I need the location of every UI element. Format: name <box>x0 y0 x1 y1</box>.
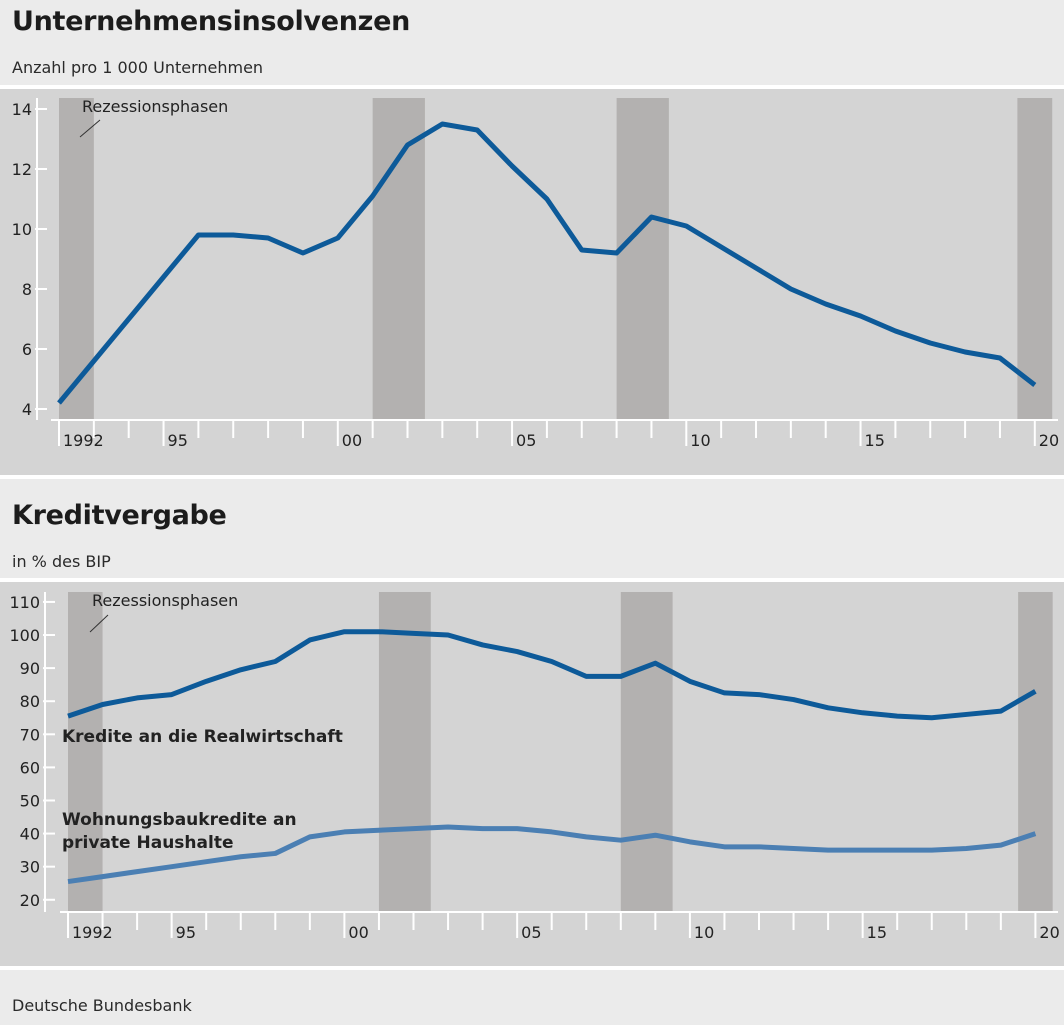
y-tick-label: 60 <box>20 758 40 777</box>
y-tick-label: 50 <box>20 791 40 810</box>
x-tick-label: 15 <box>867 923 887 942</box>
y-tick-label: 100 <box>9 626 40 645</box>
series-label: Wohnungsbaukredite an <box>62 810 297 830</box>
x-tick-label: 00 <box>348 923 368 942</box>
x-tick-label: 05 <box>521 923 541 942</box>
x-tick-label: 15 <box>865 431 885 450</box>
recession-band <box>68 592 103 912</box>
x-tick-label: 95 <box>168 431 188 450</box>
separator <box>0 578 1064 582</box>
recession-band <box>1017 98 1053 420</box>
plot-background <box>0 89 1064 475</box>
source-note: Deutsche Bundesbank <box>12 996 192 1015</box>
y-tick-label: 80 <box>20 692 40 711</box>
y-tick-label: 30 <box>20 858 40 877</box>
recession-band <box>378 592 431 912</box>
recession-band <box>372 98 425 420</box>
chart-subtitle: in % des BIP <box>12 552 111 571</box>
recession-leader-line <box>89 614 109 633</box>
x-tick-label: 1992 <box>72 923 113 942</box>
y-tick-label: 14 <box>12 100 32 119</box>
chart-title: Kreditvergabe <box>12 500 227 531</box>
recession-band <box>1018 592 1053 912</box>
chart-subtitle: Anzahl pro 1 000 Unternehmen <box>12 58 264 77</box>
series-label: Kredite an die Realwirtschaft <box>62 727 343 747</box>
x-tick-label: 20 <box>1039 431 1059 450</box>
chart-title: Unternehmensinsolvenzen <box>12 6 411 37</box>
plot-background <box>0 582 1064 966</box>
recession-label: Rezessionsphasen <box>92 591 238 610</box>
y-tick-label: 12 <box>12 160 32 179</box>
insolvency-chart: 4 6 8 10 12 14 1992 95 00 05 10 15 20 Rezessionsphase… <box>0 89 1064 475</box>
x-tick-label: 95 <box>176 923 196 942</box>
x-tick-label: 1992 <box>63 431 104 450</box>
y-tick-label: 10 <box>12 220 32 239</box>
y-tick-label: 90 <box>20 659 40 678</box>
recession-band <box>620 592 673 912</box>
x-tick-label: 10 <box>694 923 714 942</box>
separator <box>0 475 1064 479</box>
series-line <box>57 121 1037 405</box>
separator <box>0 966 1064 970</box>
y-tick-label: 4 <box>22 400 32 419</box>
y-tick-label: 40 <box>20 825 40 844</box>
y-tick-label: 70 <box>20 725 40 744</box>
series-line <box>67 824 1037 885</box>
recession-band <box>59 98 94 420</box>
credit-chart: 20 30 40 50 60 70 80 90 100 110 1992 95 00 05 10 15 20 Re… <box>0 582 1064 966</box>
separator <box>0 85 1064 89</box>
recession-band <box>616 98 669 420</box>
y-tick-label: 6 <box>22 340 32 359</box>
series-label: private Haushalte <box>62 833 234 853</box>
recession-leader-line <box>79 119 101 138</box>
y-tick-label: 110 <box>9 593 40 612</box>
series-line <box>67 629 1037 721</box>
x-tick-label: 05 <box>516 431 536 450</box>
x-tick-label: 20 <box>1039 923 1059 942</box>
y-tick-label: 20 <box>20 891 40 910</box>
x-tick-label: 00 <box>342 431 362 450</box>
x-tick-label: 10 <box>690 431 710 450</box>
y-tick-label: 8 <box>22 280 32 299</box>
recession-label: Rezessionsphasen <box>82 97 228 116</box>
